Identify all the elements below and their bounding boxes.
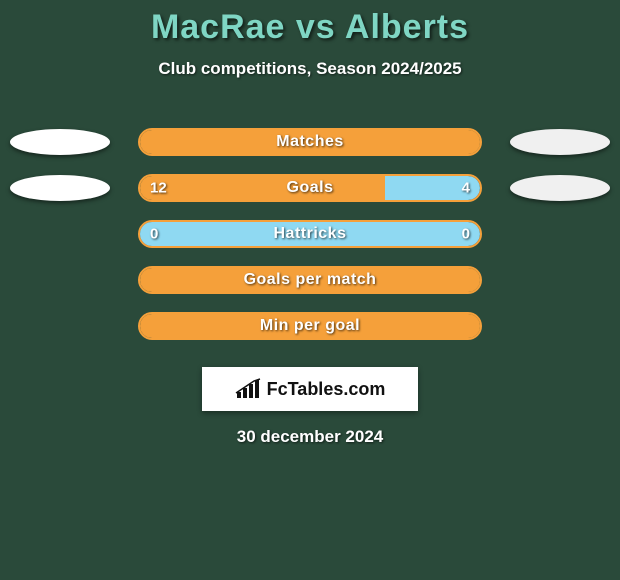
stat-bar: 12 4 Goals [138, 174, 482, 202]
stat-row: Matches [0, 119, 620, 165]
bar-fill-left [140, 176, 385, 200]
logo-text: FcTables.com [267, 379, 386, 400]
stat-label: Hattricks [274, 225, 347, 243]
player-oval-right [510, 175, 610, 201]
stat-value-right: 4 [462, 180, 470, 197]
fctables-logo-icon [235, 378, 261, 400]
stat-row: 0 0 Hattricks [0, 211, 620, 257]
subtitle: Club competitions, Season 2024/2025 [0, 59, 620, 79]
stat-row: 12 4 Goals [0, 165, 620, 211]
stat-row: Goals per match [0, 257, 620, 303]
stat-label: Min per goal [260, 317, 360, 335]
stat-bar: Goals per match [138, 266, 482, 294]
stat-value-left: 0 [150, 226, 158, 243]
stat-value-right: 0 [462, 226, 470, 243]
page-title: MacRae vs Alberts [0, 8, 620, 47]
stat-value-left: 12 [150, 180, 167, 197]
date-label: 30 december 2024 [0, 427, 620, 447]
player-oval-right [510, 129, 610, 155]
stat-label: Goals [287, 179, 334, 197]
player-oval-left [10, 175, 110, 201]
stat-bar: 0 0 Hattricks [138, 220, 482, 248]
player-oval-left [10, 129, 110, 155]
stat-label: Goals per match [244, 271, 377, 289]
stat-rows: Matches 12 4 Goals 0 0 Hattricks Goals per matc… [0, 119, 620, 349]
stat-label: Matches [276, 133, 344, 151]
stat-bar: Min per goal [138, 312, 482, 340]
stat-row: Min per goal [0, 303, 620, 349]
comparison-card: MacRae vs Alberts Club competitions, Sea… [0, 0, 620, 447]
logo-box: FcTables.com [202, 367, 418, 411]
stat-bar: Matches [138, 128, 482, 156]
